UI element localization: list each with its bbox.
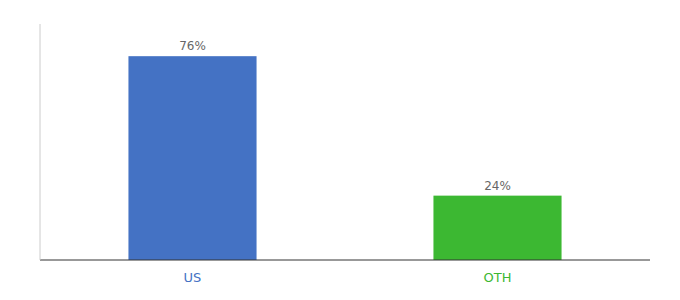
- bars: [128, 56, 561, 260]
- chart-svg: 76% US 24% OTH: [0, 0, 680, 300]
- bar: [433, 196, 561, 260]
- data-label: 76%: [179, 39, 206, 53]
- y-axis-line: [40, 24, 41, 260]
- labels: 76% US 24% OTH: [179, 39, 511, 285]
- x-axis-line: [40, 260, 650, 261]
- x-tick-label: OTH: [484, 270, 512, 285]
- x-tick-label: US: [184, 270, 202, 285]
- bar: [128, 56, 256, 260]
- chart-container: 76% US 24% OTH: [0, 0, 680, 300]
- data-label: 24%: [484, 179, 511, 193]
